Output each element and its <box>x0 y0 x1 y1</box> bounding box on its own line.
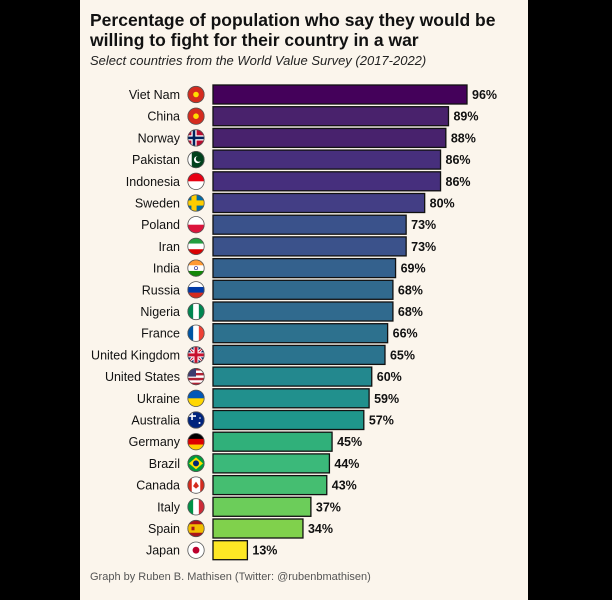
chart-title: Percentage of population who say they wo… <box>90 10 496 50</box>
bar <box>212 388 370 409</box>
country-label: Russia <box>142 283 180 297</box>
value-label: 88% <box>451 131 476 145</box>
country-label: Canada <box>136 479 180 493</box>
country-label: Viet Nam <box>129 88 180 102</box>
iran-flag-icon <box>187 237 205 255</box>
canada-flag-icon <box>187 476 205 494</box>
pakistan-flag-icon <box>187 151 205 169</box>
bar <box>212 214 407 235</box>
value-label: 68% <box>398 283 423 297</box>
value-label: 68% <box>398 305 423 319</box>
japan-flag-icon <box>187 541 205 559</box>
country-label: China <box>147 110 180 124</box>
bar <box>212 540 249 561</box>
bar <box>212 344 386 366</box>
country-label: India <box>153 262 180 276</box>
bar-chart: Viet Nam 96% China 89% Norway 88% Pakistan 86% I… <box>91 84 497 561</box>
chart-subtitle: Select countries from the World Value Su… <box>90 53 427 68</box>
value-label: 73% <box>411 240 436 254</box>
value-label: 66% <box>393 327 418 341</box>
bar <box>212 409 365 431</box>
bar <box>212 236 407 257</box>
value-label: 45% <box>337 435 362 449</box>
bar <box>212 496 312 517</box>
value-label: 44% <box>334 457 359 471</box>
chart-card: Percentage of population who say they wo… <box>80 0 528 600</box>
value-label: 86% <box>446 175 471 189</box>
poland-flag-icon <box>187 216 205 234</box>
bar <box>212 279 394 300</box>
country-label: United States <box>105 370 180 384</box>
ukraine-flag-icon <box>187 389 205 407</box>
spain-flag-icon <box>187 519 205 538</box>
value-label: 60% <box>377 370 402 384</box>
value-label: 37% <box>316 500 341 514</box>
country-label: Indonesia <box>126 175 180 189</box>
country-label: United Kingdom <box>91 348 180 362</box>
australia-flag-icon <box>187 411 205 429</box>
country-label: Pakistan <box>132 153 180 167</box>
value-label: 89% <box>453 110 478 124</box>
france-flag-icon <box>187 324 205 342</box>
country-label: Japan <box>146 544 180 558</box>
country-label: France <box>141 327 180 341</box>
value-label: 34% <box>308 522 333 536</box>
country-label: Germany <box>129 435 181 449</box>
value-label: 96% <box>472 88 497 102</box>
indonesia-flag-icon <box>187 172 205 190</box>
bar <box>212 127 447 149</box>
country-label: Spain <box>148 522 180 536</box>
china-flag-icon <box>187 107 205 125</box>
bar <box>212 474 328 496</box>
brazil-flag-icon <box>187 454 205 472</box>
bar <box>212 106 450 127</box>
country-label: Nigeria <box>140 305 180 319</box>
bar <box>212 366 373 387</box>
bar <box>212 323 389 344</box>
value-label: 13% <box>252 544 277 558</box>
value-label: 43% <box>332 479 357 493</box>
country-label: Australia <box>131 414 180 428</box>
germany-flag-icon <box>187 433 205 451</box>
sweden-flag-icon <box>187 194 205 212</box>
vietnam-flag-icon <box>187 85 205 104</box>
country-label: Italy <box>157 500 181 514</box>
country-label: Poland <box>141 218 180 232</box>
nigeria-flag-icon <box>187 302 205 321</box>
bar <box>212 453 331 474</box>
russia-flag-icon <box>187 281 205 299</box>
country-label: Sweden <box>135 197 180 211</box>
india-flag-icon <box>187 259 205 277</box>
bar <box>212 518 304 539</box>
value-label: 59% <box>374 392 399 406</box>
value-label: 73% <box>411 218 436 232</box>
country-label: Iran <box>158 240 180 254</box>
bar <box>212 149 442 170</box>
bar <box>212 192 426 214</box>
country-label: Norway <box>138 131 181 145</box>
bar <box>212 301 394 322</box>
country-label: Brazil <box>149 457 180 471</box>
bar <box>212 84 468 105</box>
chart-credit: Graph by Ruben B. Mathisen (Twitter: @ru… <box>90 571 371 583</box>
norway-flag-icon <box>187 129 205 147</box>
uk-flag-icon <box>187 346 205 364</box>
value-label: 57% <box>369 414 394 428</box>
italy-flag-icon <box>187 498 205 516</box>
bar <box>212 431 333 452</box>
bar <box>212 257 397 279</box>
usa-flag-icon <box>187 367 205 386</box>
value-label: 69% <box>401 262 426 276</box>
value-label: 65% <box>390 348 415 362</box>
value-label: 80% <box>430 197 455 211</box>
value-label: 86% <box>446 153 471 167</box>
bar <box>212 171 442 192</box>
country-label: Ukraine <box>137 392 180 406</box>
